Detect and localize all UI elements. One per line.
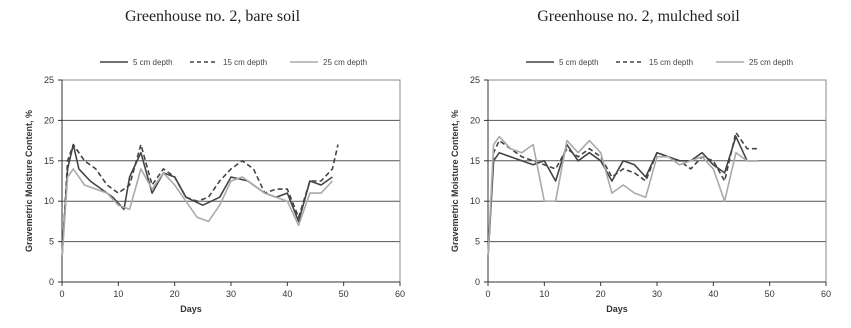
- legend-label: 25 cm depth: [749, 58, 793, 67]
- y-axis-title: Gravemetric Moisture Content, %: [450, 110, 460, 252]
- y-tick-label: 25: [44, 75, 54, 85]
- chart-panel-mulched-soil: Greenhouse no. 2, mulched soil 0 5 10 15 20 2…: [426, 0, 851, 328]
- y-tick-label: 5: [49, 237, 54, 247]
- y-tick-label: 0: [49, 277, 54, 287]
- y-tick-label: 20: [470, 115, 480, 125]
- y-tick-label: 10: [470, 196, 480, 206]
- chart-panel-bare-soil: Greenhouse no. 2, bare soil 0 5 10 15 20 25 0 1…: [0, 0, 425, 328]
- plot-area: [487, 79, 827, 283]
- line-chart-bare-soil: 0 5 10 15 20 25 0 10 20 30 40 50 60 Days Gravemetric M…: [24, 58, 405, 314]
- y-tick-label: 20: [44, 115, 54, 125]
- series-line: [61, 168, 333, 258]
- chart-title: Greenhouse no. 2, bare soil: [124, 8, 301, 25]
- y-tick-label: 5: [475, 237, 480, 247]
- x-tick-label: 20: [596, 289, 606, 299]
- x-axis-title: Days: [180, 304, 202, 314]
- chart-title: Greenhouse no. 2, mulched soil: [537, 8, 740, 25]
- x-tick-label: 10: [539, 289, 549, 299]
- legend-label: 5 cm depth: [133, 58, 173, 67]
- x-tick-label: 40: [282, 289, 292, 299]
- y-tick-label: 0: [475, 277, 480, 287]
- legend-label: 25 cm depth: [323, 58, 367, 67]
- x-tick-label: 30: [652, 289, 662, 299]
- x-tick-label: 20: [170, 289, 180, 299]
- y-tick-label: 25: [470, 75, 480, 85]
- legend-label: 5 cm depth: [559, 58, 599, 67]
- x-tick-label: 60: [821, 289, 831, 299]
- series-line: [487, 135, 759, 258]
- x-tick-label: 50: [339, 289, 349, 299]
- x-tick-label: 10: [113, 289, 123, 299]
- x-tick-label: 40: [708, 289, 718, 299]
- y-tick-label: 15: [470, 156, 480, 166]
- x-tick-label: 0: [485, 289, 490, 299]
- series-line: [61, 143, 339, 258]
- x-tick-label: 50: [765, 289, 775, 299]
- x-tick-label: 0: [59, 289, 64, 299]
- legend-label: 15 cm depth: [649, 58, 693, 67]
- x-axis-title: Days: [606, 304, 628, 314]
- y-tick-label: 10: [44, 196, 54, 206]
- y-axis-title: Gravemetric Moisture Content, %: [24, 110, 34, 252]
- y-tick-label: 15: [44, 156, 54, 166]
- series-line: [487, 131, 759, 258]
- x-tick-label: 30: [226, 289, 236, 299]
- x-tick-label: 60: [395, 289, 405, 299]
- line-chart-mulched-soil: 0 5 10 15 20 25 0 10 20 30 40 50 60 Days Gravemetric M…: [450, 58, 831, 314]
- legend-label: 15 cm depth: [223, 58, 267, 67]
- series-line: [487, 135, 759, 258]
